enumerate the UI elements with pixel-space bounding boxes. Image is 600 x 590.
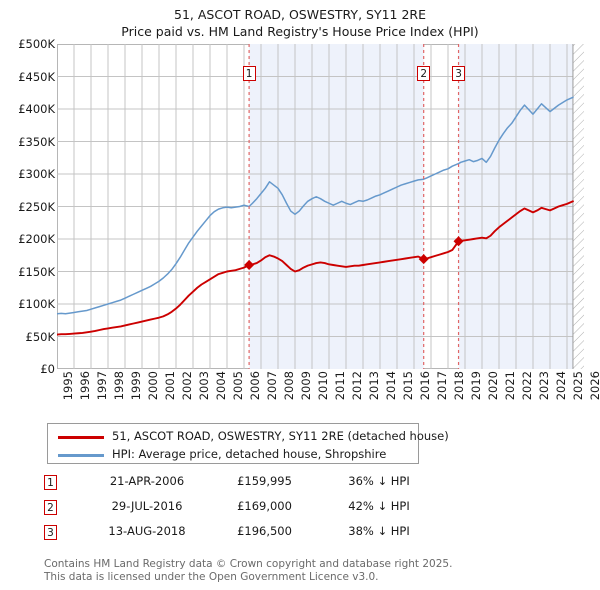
legend-label: HPI: Average price, detached house, Shro…	[112, 447, 387, 461]
transaction-index-badge[interactable]: 1	[44, 475, 57, 490]
x-axis-tick-label: 2003	[197, 371, 211, 401]
x-axis-tick-label: 2000	[146, 371, 160, 401]
y-axis-tick-label: £200K	[18, 232, 55, 246]
x-axis-tick-label: 2010	[316, 371, 330, 401]
x-axis-tick-label: 2020	[486, 371, 500, 401]
table-row[interactable]: 1 21-APR-2006 £159,995 36% ↓ HPI	[44, 472, 464, 497]
x-axis-tick-label: 2024	[554, 371, 568, 401]
x-axis-tick-label: 2001	[163, 371, 177, 401]
chart-plot-area: 1 2 3	[57, 44, 584, 369]
chart-title-block: 51, ASCOT ROAD, OSWESTRY, SY11 2RE Price…	[0, 6, 600, 40]
x-axis-tick-label: 2025	[571, 371, 585, 401]
chart-legend: 51, ASCOT ROAD, OSWESTRY, SY11 2RE (deta…	[47, 423, 449, 465]
x-axis-tick-label: 2011	[333, 371, 347, 401]
page-subtitle: Price paid vs. HM Land Registry's House …	[121, 24, 479, 39]
y-axis-tick-label: £400K	[18, 102, 55, 116]
transaction-date: 29-JUL-2016	[111, 499, 183, 513]
x-axis-tick-label: 2012	[350, 371, 364, 401]
y-axis-tick-label: £350K	[18, 134, 55, 149]
transaction-hpi-delta: 38% ↓ HPI	[348, 524, 410, 538]
transaction-date: 21-APR-2006	[109, 474, 185, 488]
legend-color-swatch	[58, 436, 104, 439]
y-axis-tick-label: £500K	[18, 37, 55, 51]
x-axis-tick-label: 2017	[435, 371, 449, 401]
x-axis-tick-label: 1998	[112, 371, 126, 401]
y-axis-tick-label: £0	[40, 362, 55, 376]
footer-line-2: This data is licensed under the Open Gov…	[44, 571, 379, 583]
x-axis-tick-label: 2021	[503, 371, 517, 401]
x-axis-tick-label: 2022	[520, 371, 534, 401]
x-axis-tick-label: 2007	[265, 371, 279, 401]
transaction-price: £169,000	[237, 499, 292, 513]
transaction-price: £196,500	[237, 524, 292, 538]
transaction-price: £159,995	[237, 474, 292, 488]
table-row[interactable]: 2 29-JUL-2016 £169,000 42% ↓ HPI	[44, 497, 464, 522]
chart-marker-1[interactable]: 1	[242, 65, 256, 81]
transaction-index-badge[interactable]: 2	[44, 500, 57, 515]
x-axis-tick-label: 1997	[95, 371, 109, 401]
x-axis-tick-label: 2006	[248, 371, 262, 401]
transaction-hpi-delta: 36% ↓ HPI	[348, 474, 410, 488]
y-axis-tick-label: £150K	[18, 264, 55, 279]
x-axis-tick-label: 2015	[401, 371, 415, 401]
x-axis-tick-label: 1999	[129, 371, 143, 401]
x-axis-tick-label: 2013	[367, 371, 381, 401]
x-axis-tick-label: 2005	[231, 371, 245, 401]
x-axis-tick-label: 2016	[418, 371, 432, 401]
transaction-index-badge[interactable]: 3	[44, 525, 57, 540]
y-axis-tick-label: £50K	[25, 329, 56, 344]
y-axis: £0 £50K £100K £150K £200K £250K £300K £350K £400…	[0, 37, 56, 376]
transactions-table: 1 21-APR-2006 £159,995 36% ↓ HPI 2 29-JUL-201…	[44, 472, 464, 547]
x-axis-tick-label: 1995	[61, 371, 75, 401]
x-axis-tick-label: 1996	[78, 371, 92, 401]
x-axis-tick-label: 2023	[537, 371, 551, 401]
x-axis-tick-label: 2026	[588, 371, 600, 401]
chart-svg	[57, 44, 584, 369]
legend-label: 51, ASCOT ROAD, OSWESTRY, SY11 2RE (deta…	[112, 429, 449, 443]
y-axis-tick-label: £450K	[18, 69, 55, 84]
chart-marker-3[interactable]: 3	[452, 65, 466, 81]
legend-item: 51, ASCOT ROAD, OSWESTRY, SY11 2RE (deta…	[48, 427, 449, 447]
footer-line-1: Contains HM Land Registry data © Crown c…	[44, 558, 453, 570]
x-axis-tick-label: 2004	[214, 371, 228, 401]
y-axis-tick-label: £300K	[18, 167, 55, 181]
transaction-date: 13-AUG-2018	[108, 524, 186, 538]
y-axis-tick-label: £250K	[18, 199, 55, 214]
x-axis-tick-label: 2018	[452, 371, 466, 401]
transaction-hpi-delta: 42% ↓ HPI	[348, 499, 410, 513]
x-axis-tick-label: 2002	[180, 371, 194, 401]
x-axis-tick-label: 2019	[469, 371, 483, 401]
x-axis-tick-label: 2009	[299, 371, 313, 401]
legend-color-swatch	[58, 454, 104, 457]
page-title: 51, ASCOT ROAD, OSWESTRY, SY11 2RE	[174, 7, 426, 22]
chart-marker-2[interactable]: 2	[417, 65, 431, 81]
footer-attribution: Contains HM Land Registry data © Crown c…	[44, 558, 584, 584]
y-axis-tick-label: £100K	[18, 297, 55, 311]
table-row[interactable]: 3 13-AUG-2018 £196,500 38% ↓ HPI	[44, 522, 464, 547]
x-axis-tick-label: 2008	[282, 371, 296, 401]
x-axis: 1995 1996 1997 1998 1999 2000 2001 2002 2003 2004…	[57, 371, 600, 417]
legend-item: HPI: Average price, detached house, Shro…	[48, 445, 418, 465]
x-axis-tick-label: 2014	[384, 371, 398, 401]
